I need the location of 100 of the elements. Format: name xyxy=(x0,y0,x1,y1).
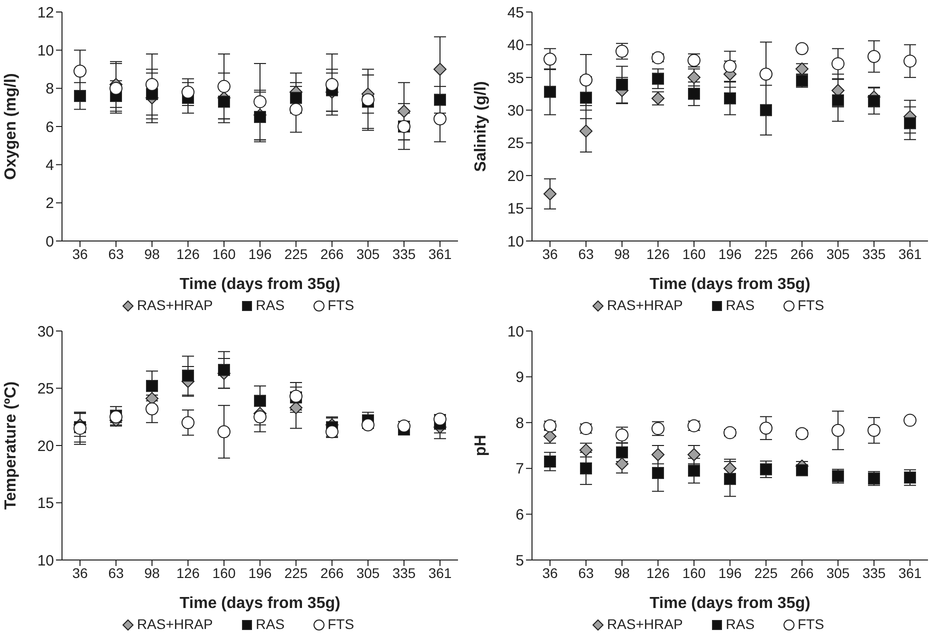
y-tick-label: 30 xyxy=(37,323,54,340)
y-axis-title: pH xyxy=(472,434,490,456)
y-tick-label: 25 xyxy=(507,135,524,152)
point xyxy=(724,472,736,485)
point xyxy=(688,448,700,462)
x-tick-label: 196 xyxy=(718,564,742,581)
y-tick-label: 45 xyxy=(507,4,524,22)
point xyxy=(760,104,772,116)
x-tick-label: 361 xyxy=(428,564,452,581)
x-axis-title: Time (days from 35g) xyxy=(650,276,810,293)
y-axis-title: Oxygen (mg/l) xyxy=(2,73,20,180)
point xyxy=(434,94,446,106)
x-tick-label: 63 xyxy=(108,564,124,581)
point xyxy=(688,88,700,100)
y-tick-label: 8 xyxy=(516,414,524,432)
y-tick-label: 12 xyxy=(37,4,54,22)
point xyxy=(580,462,592,474)
x-tick-label: 160 xyxy=(212,246,236,262)
point xyxy=(254,110,266,123)
x-tick-label: 160 xyxy=(212,564,236,581)
y-tick-label: 25 xyxy=(37,380,54,398)
x-tick-label: 361 xyxy=(898,564,922,581)
point xyxy=(434,62,446,76)
x-tick-label: 225 xyxy=(284,246,308,262)
point xyxy=(904,117,916,130)
point xyxy=(544,187,556,200)
point xyxy=(724,426,736,440)
y-tick-label: 20 xyxy=(507,168,524,185)
point xyxy=(544,86,556,98)
point xyxy=(832,94,844,106)
point xyxy=(724,60,736,73)
y-tick-label: 5 xyxy=(516,552,524,570)
point xyxy=(218,364,230,376)
x-tick-label: 305 xyxy=(356,246,380,262)
point xyxy=(688,70,700,84)
point xyxy=(760,463,772,476)
x-tick-label: 98 xyxy=(614,246,630,262)
x-tick-label: 126 xyxy=(646,246,670,262)
point xyxy=(652,466,664,479)
x-tick-label: 335 xyxy=(392,246,416,262)
x-tick-label: 126 xyxy=(646,564,670,581)
x-tick-label: 225 xyxy=(284,564,308,581)
point xyxy=(616,457,628,470)
point xyxy=(218,96,230,108)
x-tick-label: 98 xyxy=(614,564,630,581)
y-tick-label: 4 xyxy=(46,156,54,174)
point xyxy=(182,370,194,382)
legend-label: FTS xyxy=(326,616,354,632)
point xyxy=(796,464,808,476)
y-tick-label: 15 xyxy=(37,495,54,512)
y-tick-label: 10 xyxy=(507,323,524,340)
y-tick-label: 20 xyxy=(37,438,54,455)
x-tick-label: 225 xyxy=(754,246,778,262)
y-tick-label: 35 xyxy=(507,70,524,87)
x-tick-label: 36 xyxy=(542,564,558,581)
x-tick-label: 98 xyxy=(144,246,160,262)
y-axis-title: Temperature (ºC) xyxy=(2,381,20,510)
y-tick-label: 9 xyxy=(516,369,524,386)
point xyxy=(254,410,266,424)
point xyxy=(110,82,122,95)
x-tick-label: 305 xyxy=(826,564,850,581)
x-tick-label: 160 xyxy=(682,246,706,262)
x-tick-label: 63 xyxy=(108,246,124,262)
legend-label: RAS xyxy=(254,297,285,313)
point xyxy=(544,456,556,468)
point xyxy=(724,92,736,104)
legend-label: FTS xyxy=(796,616,824,632)
x-tick-label: 36 xyxy=(72,564,88,581)
point xyxy=(326,78,338,92)
point xyxy=(290,102,302,116)
point xyxy=(290,92,302,104)
point xyxy=(580,92,592,104)
point xyxy=(218,80,230,93)
point xyxy=(362,93,374,106)
point xyxy=(616,78,628,91)
point xyxy=(868,94,880,107)
y-tick-label: 2 xyxy=(46,195,54,212)
y-tick-label: 10 xyxy=(37,552,54,570)
x-tick-label: 126 xyxy=(176,564,200,581)
point xyxy=(146,78,158,92)
point xyxy=(724,462,736,475)
legend-label: RAS xyxy=(254,616,285,632)
point xyxy=(254,394,266,407)
x-tick-label: 196 xyxy=(248,246,272,262)
y-tick-label: 6 xyxy=(46,118,54,136)
x-tick-label: 63 xyxy=(578,564,594,581)
x-axis-title: Time (days from 35g) xyxy=(180,276,340,293)
point xyxy=(688,464,700,477)
x-tick-label: 335 xyxy=(862,564,886,581)
x-tick-label: 196 xyxy=(248,564,272,581)
x-tick-label: 63 xyxy=(578,246,594,262)
point xyxy=(398,104,410,118)
x-tick-label: 266 xyxy=(320,564,344,581)
x-tick-label: 126 xyxy=(176,246,200,262)
point xyxy=(652,448,664,462)
x-axis-title: Time (days from 35g) xyxy=(650,595,810,612)
legend-label: FTS xyxy=(796,297,824,313)
point xyxy=(616,446,628,458)
y-tick-label: 30 xyxy=(507,102,524,120)
x-tick-label: 36 xyxy=(72,246,88,262)
